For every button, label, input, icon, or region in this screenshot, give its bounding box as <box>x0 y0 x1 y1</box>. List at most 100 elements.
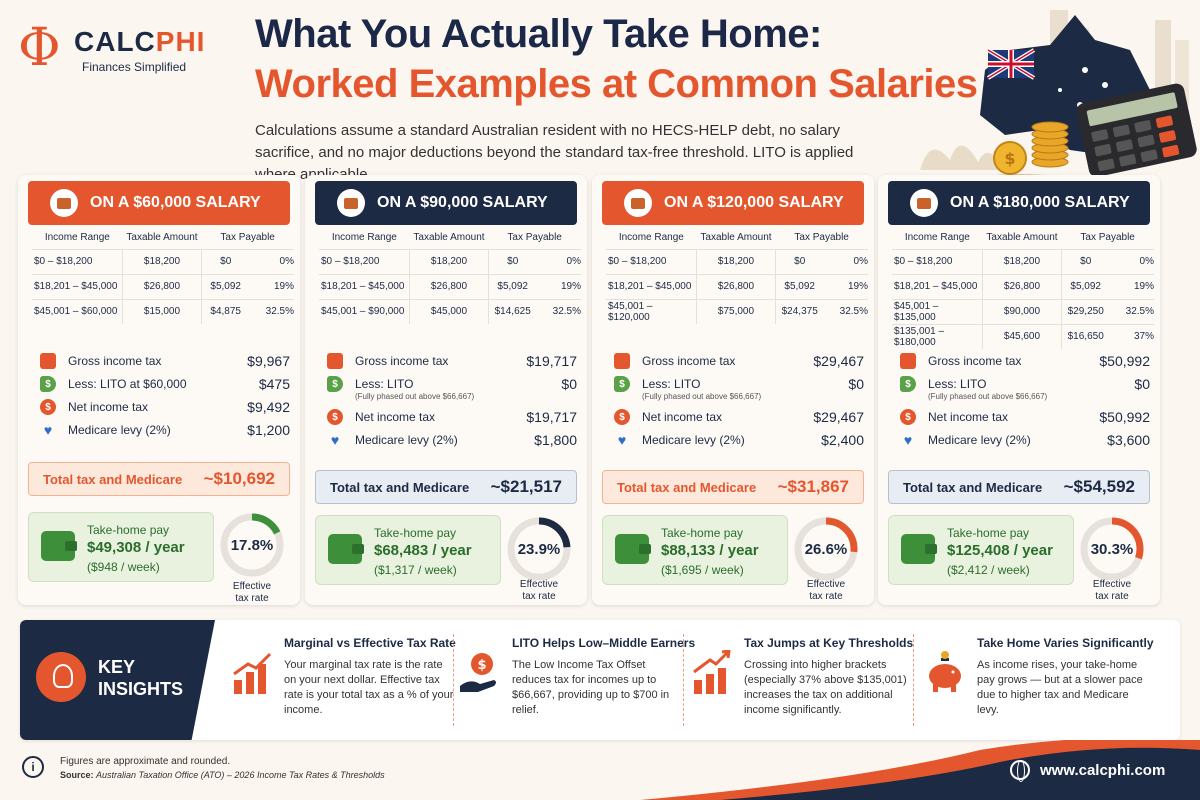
globe-icon <box>1010 760 1030 782</box>
card-heading: ON A $120,000 SALARY <box>602 181 864 225</box>
table-row: $18,201 – $45,000 $26,800 $5,092 19% <box>32 273 294 299</box>
heartbeat-icon: ♥ <box>43 422 53 438</box>
australia-calculator-illustration: $ <box>920 10 1197 185</box>
table-row: $45,001 – $60,000 $15,000 $4,875 32.5% <box>32 298 294 324</box>
insight-item: Marginal vs Effective Tax Rate Your margi… <box>232 636 462 736</box>
coin-icon: $ <box>900 409 916 425</box>
wallet-icon <box>328 534 364 564</box>
bracket-table: Income Range Taxable Amount Tax Payable $0… <box>606 232 868 324</box>
total-tax-box: Total tax and Medicare ~$31,867 <box>602 470 864 504</box>
salary-card-90k: ON A $90,000 SALARY Income Range Taxable … <box>305 175 587 605</box>
effective-rate-label: Effective tax rate <box>519 579 559 602</box>
brand-tagline: Finances Simplified <box>82 60 187 74</box>
table-row: $0 – $18,200 $18,200 $0 0% <box>892 248 1154 274</box>
tax-summary: Gross income tax $19,717 $ Less: LITO (Full… <box>327 353 577 455</box>
brand-name: CALCPHI <box>74 26 206 57</box>
takehome-box: Take-home pay $49,308 / year ($948 / wee… <box>28 512 214 582</box>
insight-item: Tax Jumps at Key Thresholds Crossing into… <box>692 636 922 736</box>
tax-summary: Gross income tax $50,992 $ Less: LITO (Full… <box>900 353 1150 455</box>
trend-up-icon <box>693 650 731 694</box>
salary-card-120k: ON A $120,000 SALARY Income Range Taxable… <box>592 175 874 605</box>
page-title-line2: Worked Examples at Common Salaries <box>255 62 978 106</box>
wallet-icon <box>615 534 651 564</box>
total-tax-box: Total tax and Medicare ~$54,592 <box>888 470 1150 504</box>
piggy-bank-icon <box>929 651 961 692</box>
effective-rate-donut <box>507 517 571 581</box>
tax-summary: Gross income tax $9,967 $ Less: LITO at $6… <box>40 353 290 445</box>
wallet-icon <box>901 534 937 564</box>
briefcase-icon <box>910 189 938 217</box>
table-row: $45,001 – $135,000 $90,000 $29,250 32.5% <box>892 298 1154 324</box>
svg-text:$: $ <box>1004 149 1015 168</box>
takehome-box: Take-home pay $68,483 / year ($1,317 / w… <box>315 515 501 585</box>
briefcase-icon <box>337 189 365 217</box>
insight-item: $ LITO Helps Low–Middle Earners The Low I… <box>460 636 695 736</box>
tag-icon: $ <box>40 376 56 392</box>
table-row: $18,201 – $45,000 $26,800 $5,092 19% <box>319 273 581 299</box>
donut-fill <box>220 513 284 577</box>
total-tax-box: Total tax and Medicare ~$21,517 <box>315 470 577 504</box>
table-row: $18,201 – $45,000 $26,800 $5,092 19% <box>606 273 868 299</box>
page-title-line1: What You Actually Take Home: <box>255 12 822 56</box>
table-row: $18,201 – $45,000 $26,800 $5,092 19% <box>892 273 1154 299</box>
coin-icon: $ <box>327 409 343 425</box>
effective-rate-donut <box>220 513 284 577</box>
brand-logo: Φ CALCPHI Finances Simplified <box>16 20 216 80</box>
briefcase-icon <box>624 189 652 217</box>
footer-wave <box>640 740 1200 800</box>
effective-rate-label: Effective tax rate <box>1092 579 1132 602</box>
key-insights-panel: KEY INSIGHTS Marginal vs Effective Tax Ra… <box>20 620 1180 740</box>
heartbeat-icon: ♥ <box>617 432 627 448</box>
wallet-icon <box>41 531 77 561</box>
calculator-icon <box>327 353 343 369</box>
total-tax-box: Total tax and Medicare ~$10,692 <box>28 462 290 496</box>
salary-card-180k: ON A $180,000 SALARY Income Range Taxable… <box>878 175 1160 605</box>
coin-icon: $ <box>614 409 630 425</box>
tag-icon: $ <box>900 376 916 392</box>
table-row: $135,001 – $180,000 $45,600 $16,650 37% <box>892 323 1154 349</box>
tax-summary: Gross income tax $29,467 $ Less: LITO (Full… <box>614 353 864 455</box>
footer-note: Figures are approximate and rounded. <box>60 756 231 767</box>
effective-rate-value: 17.8% <box>230 537 274 554</box>
lightbulb-icon <box>36 652 86 702</box>
salary-card-60k: ON A $60,000 SALARY Income Range Taxable … <box>18 175 300 605</box>
takehome-box: Take-home pay $88,133 / year ($1,695 / w… <box>602 515 788 585</box>
bracket-table: Income Range Taxable Amount Tax Payable $0… <box>319 227 581 324</box>
heartbeat-icon: ♥ <box>330 432 340 448</box>
table-row: $0 – $18,200 $18,200 $0 0% <box>606 248 868 274</box>
effective-rate-label: Effective tax rate <box>806 579 846 602</box>
card-heading: ON A $60,000 SALARY <box>28 181 290 225</box>
insight-item: Take Home Varies Significantly As income … <box>925 636 1155 736</box>
table-row: $45,001 – $120,000 $75,000 $24,375 32.5% <box>606 298 868 324</box>
footer-source: Source: Australian Taxation Office (ATO)… <box>60 770 385 780</box>
card-heading: ON A $90,000 SALARY <box>315 181 577 225</box>
heartbeat-icon: ♥ <box>903 432 913 448</box>
bar-chart-icon <box>233 652 272 694</box>
table-row: $0 – $18,200 $18,200 $0 0% <box>319 248 581 274</box>
website-link[interactable]: www.calcphi.com <box>1010 760 1165 782</box>
phi-logo-icon: Φ <box>18 18 61 78</box>
bracket-table: Income Range Taxable Amount Tax Payable $0… <box>892 232 1154 349</box>
table-row: $0 – $18,200 $18,200 $0 0% <box>32 248 294 274</box>
effective-rate-value: 30.3% <box>1090 541 1134 558</box>
effective-rate-value: 23.9% <box>517 541 561 558</box>
effective-rate-label: Effective tax rate <box>232 581 272 604</box>
briefcase-icon <box>50 189 78 217</box>
card-heading: ON A $180,000 SALARY <box>888 181 1150 225</box>
effective-rate-donut <box>794 517 858 581</box>
bracket-table: Income Range Taxable Amount Tax Payable $0… <box>32 227 294 324</box>
donut-fill <box>794 517 858 581</box>
hand-coin-icon: $ <box>460 653 496 692</box>
tag-icon: $ <box>614 376 630 392</box>
calculator-icon <box>614 353 630 369</box>
table-row: $45,001 – $90,000 $45,000 $14,625 32.5% <box>319 298 581 324</box>
tag-icon: $ <box>327 376 343 392</box>
effective-rate-donut <box>1080 517 1144 581</box>
calculator-icon <box>40 353 56 369</box>
takehome-box: Take-home pay $125,408 / year ($2,412 / … <box>888 515 1074 585</box>
svg-text:$: $ <box>477 658 486 673</box>
donut-fill <box>507 517 571 581</box>
donut-fill <box>1080 517 1144 581</box>
coin-icon: $ <box>40 399 56 415</box>
info-icon: i <box>22 756 44 778</box>
